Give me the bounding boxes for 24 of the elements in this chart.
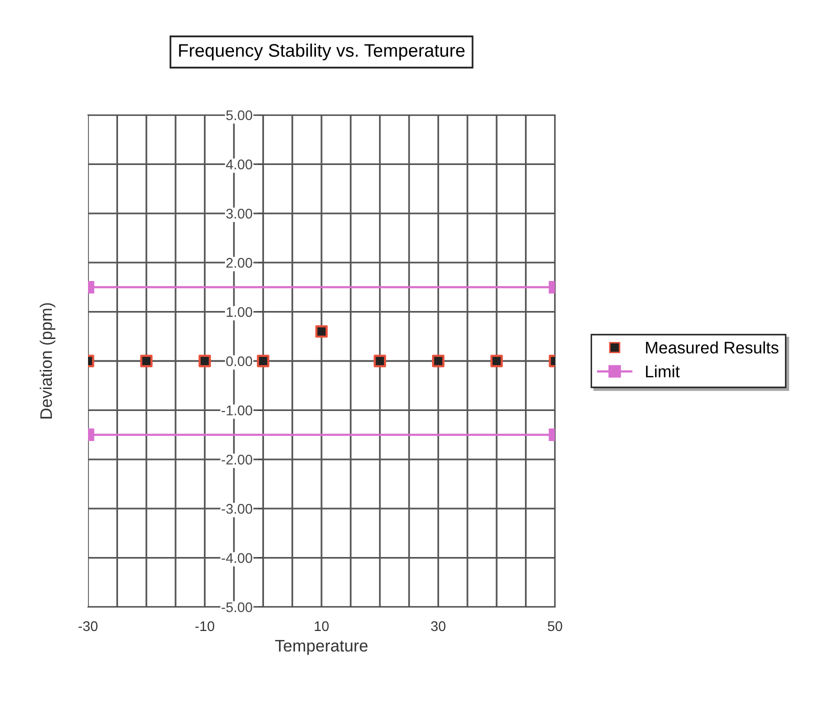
point	[374, 354, 386, 368]
y-tick-label: 2.00	[226, 258, 252, 268]
x-tick-label: 50	[548, 621, 562, 632]
x-tick-label: -30	[78, 621, 98, 632]
point	[256, 354, 270, 368]
x-axis-title: Temperature	[275, 640, 368, 655]
y-tick-label: 5.00	[226, 110, 252, 120]
y-tick-label: -5.00	[222, 602, 252, 612]
y-tick-label: 1.00	[226, 307, 252, 317]
chart-title: Frequency Stability vs. Temperature	[179, 44, 465, 60]
x-tick-label: 30	[431, 621, 446, 632]
point	[315, 325, 328, 338]
legend-label: Limit	[646, 365, 680, 378]
y-tick-label: 3.00	[226, 208, 252, 219]
y-tick-label: -2.00	[222, 454, 252, 465]
x-tick-label: -10	[195, 621, 214, 632]
legend-label: Measured Results	[646, 341, 778, 354]
y-tick-label: -4.00	[222, 553, 252, 563]
y-axis-title: Deviation (ppm)	[40, 303, 56, 418]
y-tick-label: -1.00	[222, 406, 252, 416]
y-tick-label: -3.00	[222, 504, 252, 514]
y-tick-label: 4.00	[226, 160, 252, 170]
x-tick-label: 10	[314, 621, 329, 632]
y-tick-label: 0.00	[226, 356, 252, 366]
